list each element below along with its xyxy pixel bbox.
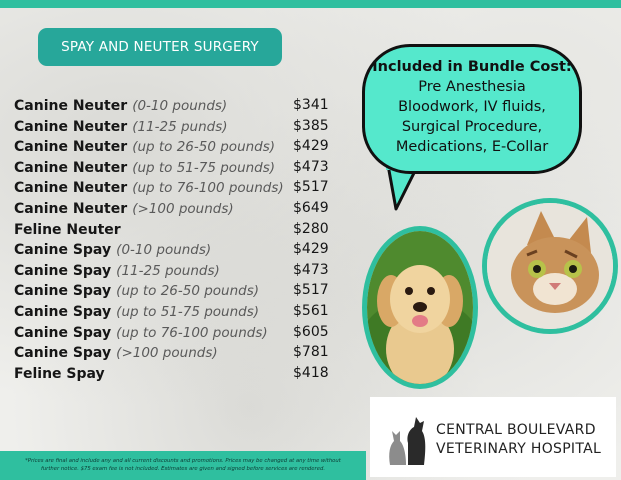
disclaimer-line1: *Prices are final and include any and al… — [25, 458, 341, 464]
bubble-line: Medications, E-Collar — [395, 139, 549, 155]
price-row: Canine Neuter (up to 51-75 pounds) $473 — [14, 157, 334, 178]
item-name: Feline Spay — [14, 365, 105, 382]
item-price: $649 — [293, 199, 329, 216]
item-name: Canine Spay — [14, 283, 112, 300]
price-row: Canine Spay (up to 51-75 pounds) $561 — [14, 301, 334, 322]
price-row: Canine Spay (11-25 pounds) $473 — [14, 260, 334, 281]
bubble-title: Included in Bundle Cost: — [372, 59, 572, 75]
price-row: Feline Spay $418 — [14, 363, 334, 384]
dog-cat-silhouette-logo — [389, 417, 426, 465]
price-row: Canine Neuter (>100 pounds) $649 — [14, 198, 334, 219]
item-range: (0-10 pounds) — [116, 242, 212, 259]
item-name: Canine Spay — [14, 262, 112, 279]
puppy-illustration — [367, 231, 473, 384]
item-range: (up to 26-50 pounds) — [116, 283, 260, 300]
dog-photo — [362, 226, 478, 389]
bubble-line: Pre Anesthesia — [418, 79, 526, 95]
item-price: $517 — [293, 282, 329, 299]
price-list: Canine Neuter (0-10 pounds) $341 Canine … — [14, 95, 334, 383]
item-price: $473 — [293, 261, 329, 278]
item-price: $429 — [293, 138, 329, 155]
footer-bar: *Prices are final and include any and al… — [0, 451, 366, 480]
item-range: (up to 76-100 pounds) — [132, 180, 284, 197]
item-name: Canine Neuter — [14, 200, 128, 217]
cat-photo — [482, 198, 618, 334]
section-banner: SPAY AND NEUTER SURGERY — [38, 28, 282, 66]
item-name: Canine Spay — [14, 345, 112, 362]
item-price: $418 — [293, 364, 329, 381]
item-range: (up to 76-100 pounds) — [116, 324, 268, 341]
item-price: $385 — [293, 117, 329, 134]
item-price: $280 — [293, 220, 329, 237]
price-row: Canine Neuter (up to 76-100 pounds) $517 — [14, 177, 334, 198]
kitten-illustration — [487, 203, 613, 329]
item-name: Canine Neuter — [14, 139, 128, 156]
item-name: Canine Neuter — [14, 159, 128, 176]
item-price: $429 — [293, 241, 329, 258]
item-price: $605 — [293, 323, 329, 340]
item-name: Canine Neuter — [14, 118, 128, 135]
item-name: Canine Neuter — [14, 180, 128, 197]
item-range: (up to 51-75 pounds) — [116, 303, 260, 320]
price-row: Canine Neuter (11-25 punds) $385 — [14, 116, 334, 137]
item-price: $473 — [293, 158, 329, 175]
item-range: (up to 51-75 pounds) — [132, 159, 276, 176]
item-range: (11-25 punds) — [132, 118, 228, 135]
item-range: (11-25 pounds) — [116, 262, 220, 279]
disclaimer-text: *Prices are final and include any and al… — [4, 457, 362, 473]
bubble-line: Bloodwork, IV fluids, — [398, 99, 546, 115]
top-accent-bar — [0, 0, 621, 8]
item-range: (0-10 pounds) — [132, 98, 228, 114]
item-name: Feline Neuter — [14, 221, 121, 238]
item-range: (>100 pounds) — [116, 345, 218, 362]
banner-label: SPAY AND NEUTER SURGERY — [61, 39, 259, 55]
disclaimer-line2: further notice. $75 exam fee is not incl… — [40, 466, 326, 472]
item-name: Canine Spay — [14, 242, 112, 259]
item-range: (>100 pounds) — [132, 200, 234, 217]
price-row: Canine Spay (up to 76-100 pounds) $605 — [14, 322, 334, 343]
item-price: $341 — [293, 97, 329, 113]
hospital-name: CENTRAL BOULEVARD VETERINARY HOSPITAL — [436, 421, 601, 459]
price-row: Canine Neuter (up to 26-50 pounds) $429 — [14, 136, 334, 157]
hospital-card: CENTRAL BOULEVARD VETERINARY HOSPITAL — [370, 397, 616, 477]
price-row: Canine Neuter (0-10 pounds) $341 — [14, 95, 334, 116]
item-price: $517 — [293, 179, 329, 196]
item-price: $781 — [293, 344, 329, 361]
item-price: $561 — [293, 302, 329, 319]
item-name: Canine Spay — [14, 324, 112, 341]
bubble-line: Surgical Procedure, — [401, 119, 543, 135]
price-row: Canine Spay (>100 pounds) $781 — [14, 342, 334, 363]
price-row: Feline Neuter $280 — [14, 219, 334, 240]
price-row: Canine Spay (up to 26-50 pounds) $517 — [14, 280, 334, 301]
item-name: Canine Spay — [14, 303, 112, 320]
hospital-name-line1: CENTRAL BOULEVARD — [436, 422, 596, 438]
bundle-speech-bubble: Included in Bundle Cost: Pre Anesthesia … — [362, 44, 582, 174]
item-name: Canine Neuter — [14, 98, 128, 114]
item-range: (up to 26-50 pounds) — [132, 139, 276, 156]
hospital-name-line2: VETERINARY HOSPITAL — [436, 441, 602, 457]
price-row: Canine Spay (0-10 pounds) $429 — [14, 239, 334, 260]
